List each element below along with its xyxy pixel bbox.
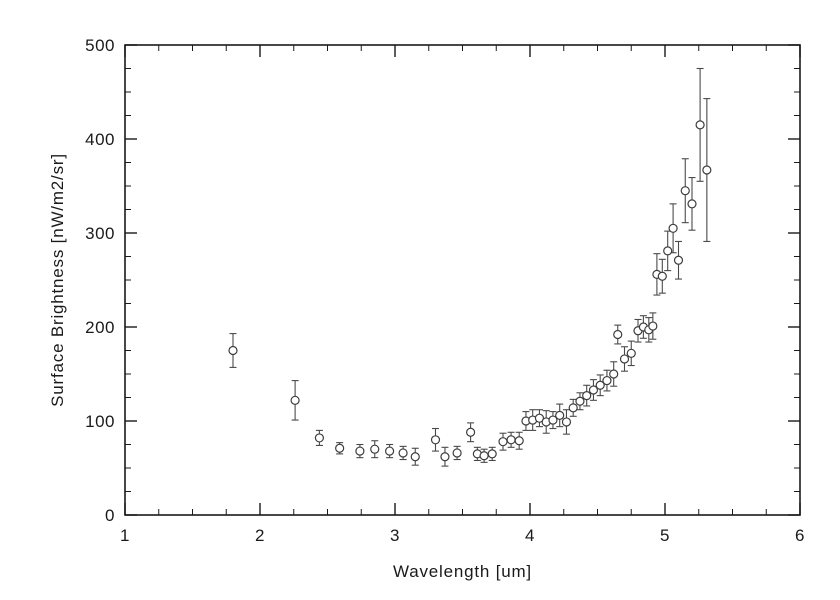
data-point xyxy=(680,186,690,196)
data-point xyxy=(314,433,324,443)
y-axis-label: Surface Brightness [nW/m2/sr] xyxy=(48,153,67,407)
data-point xyxy=(619,354,630,364)
data-point xyxy=(555,410,565,420)
y-tick-label: 400 xyxy=(85,130,115,149)
data-point xyxy=(695,120,705,130)
data-point xyxy=(626,348,636,358)
data-point xyxy=(582,391,592,401)
data-point xyxy=(410,452,420,462)
x-tick-label: 1 xyxy=(120,526,130,545)
x-tick-label: 2 xyxy=(255,526,265,545)
x-tick-label: 3 xyxy=(390,526,400,545)
data-point xyxy=(588,385,599,395)
x-tick-label: 6 xyxy=(795,526,805,545)
data-point xyxy=(355,446,365,456)
data-point xyxy=(487,449,497,459)
data-point xyxy=(398,448,408,458)
data-point xyxy=(663,246,673,256)
x-tick-label: 4 xyxy=(525,526,535,545)
data-point xyxy=(514,436,524,446)
data-point xyxy=(602,375,612,386)
data-point xyxy=(228,345,238,356)
data-point xyxy=(452,448,462,458)
y-tick-label: 300 xyxy=(85,224,115,243)
data-point xyxy=(613,329,623,340)
y-tick-label: 0 xyxy=(105,506,115,525)
data-point xyxy=(575,396,585,406)
data-point xyxy=(687,199,697,209)
data-point xyxy=(385,446,395,456)
data-point xyxy=(648,321,658,331)
data-point xyxy=(673,255,684,265)
data-point xyxy=(466,427,476,437)
plot-frame xyxy=(124,44,801,516)
data-point xyxy=(440,452,450,462)
data-point xyxy=(370,444,380,454)
y-tick-label: 100 xyxy=(85,412,115,431)
data-point xyxy=(657,271,667,281)
data-point xyxy=(498,437,508,447)
data-point xyxy=(595,380,605,390)
data-point xyxy=(561,417,572,427)
data-point xyxy=(479,451,489,461)
data-point xyxy=(506,435,516,445)
data-point xyxy=(534,413,545,423)
data-point xyxy=(335,443,345,453)
y-tick-label: 500 xyxy=(85,36,115,55)
data-point xyxy=(568,403,578,413)
data-point xyxy=(668,223,678,233)
data-point xyxy=(290,395,300,405)
data-point xyxy=(702,165,712,175)
y-tick-label: 200 xyxy=(85,318,115,337)
data-point xyxy=(548,415,558,425)
data-point xyxy=(609,369,619,379)
x-tick-label: 5 xyxy=(660,526,670,545)
x-axis-label: Wavelength [um] xyxy=(393,562,532,581)
data-point xyxy=(430,435,441,445)
